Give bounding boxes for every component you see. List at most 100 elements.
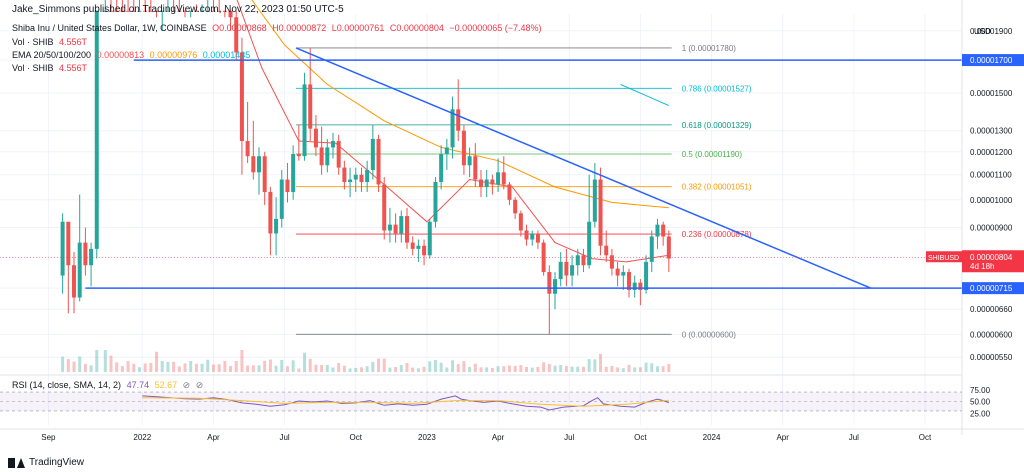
candle[interactable] <box>518 210 523 237</box>
candle[interactable] <box>621 265 626 290</box>
candle[interactable] <box>365 160 370 193</box>
candle[interactable] <box>427 218 432 259</box>
candle[interactable] <box>319 126 324 175</box>
candle[interactable] <box>205 0 210 12</box>
candle[interactable] <box>274 197 279 256</box>
candle[interactable] <box>211 0 216 12</box>
candle[interactable] <box>592 162 597 228</box>
candle[interactable] <box>655 218 660 249</box>
candle[interactable] <box>194 4 199 12</box>
candle[interactable] <box>496 158 501 193</box>
candle[interactable] <box>507 181 512 206</box>
candle[interactable] <box>336 134 341 175</box>
price-level-tag[interactable] <box>962 282 1024 295</box>
candle[interactable] <box>348 167 353 198</box>
candle[interactable] <box>126 0 131 12</box>
candle[interactable] <box>222 10 227 18</box>
candle[interactable] <box>644 255 649 294</box>
candle[interactable] <box>148 0 153 12</box>
candle[interactable] <box>535 230 540 249</box>
candle[interactable] <box>325 138 330 173</box>
footer-brand[interactable]: TradingView <box>8 457 84 468</box>
candle[interactable] <box>467 147 472 178</box>
candle[interactable] <box>94 10 99 259</box>
candle[interactable] <box>131 0 136 12</box>
legend-volume-2[interactable]: Vol · SHIB 4.556T <box>12 63 90 73</box>
candle[interactable] <box>217 0 222 12</box>
candle[interactable] <box>72 252 76 314</box>
candle[interactable] <box>456 79 461 142</box>
candle[interactable] <box>410 236 415 256</box>
candle[interactable] <box>165 0 170 12</box>
candle[interactable] <box>581 248 586 273</box>
candle[interactable] <box>649 230 654 273</box>
candle[interactable] <box>382 177 387 240</box>
candle[interactable] <box>245 101 250 163</box>
candle[interactable] <box>433 177 438 228</box>
hide-indicator-icon-2[interactable]: ⊘ <box>195 380 204 390</box>
candle[interactable] <box>234 10 239 61</box>
candle[interactable] <box>553 272 557 310</box>
candle[interactable] <box>587 174 592 269</box>
candle[interactable] <box>661 221 666 246</box>
candle[interactable] <box>479 169 483 198</box>
candle[interactable] <box>109 0 113 12</box>
candle[interactable] <box>171 0 176 12</box>
candle[interactable] <box>387 207 392 243</box>
candle[interactable] <box>632 275 637 298</box>
candle[interactable] <box>251 120 256 180</box>
candle[interactable] <box>444 138 449 170</box>
candle[interactable] <box>609 248 614 276</box>
price-level-tag[interactable] <box>962 54 1024 67</box>
candle[interactable] <box>666 230 671 273</box>
candle[interactable] <box>558 252 563 287</box>
candle[interactable] <box>399 210 404 243</box>
candle[interactable] <box>228 10 233 31</box>
candle[interactable] <box>627 268 631 298</box>
candle[interactable] <box>89 242 94 287</box>
candle[interactable] <box>66 221 71 314</box>
candle[interactable] <box>473 143 478 187</box>
candle[interactable] <box>120 0 125 12</box>
last-price-tag[interactable] <box>962 250 1024 273</box>
candle[interactable] <box>416 239 421 262</box>
candle[interactable] <box>268 186 273 256</box>
candle[interactable] <box>83 227 88 276</box>
candle[interactable] <box>405 207 409 249</box>
candle[interactable] <box>638 279 643 306</box>
candle[interactable] <box>154 10 159 18</box>
candle[interactable] <box>615 261 620 287</box>
candle[interactable] <box>342 160 347 190</box>
candle[interactable] <box>60 213 65 294</box>
candle[interactable] <box>285 162 290 203</box>
hide-indicator-icon[interactable]: ⊘ <box>182 380 191 390</box>
candle[interactable] <box>370 124 375 180</box>
candle[interactable] <box>353 167 358 193</box>
candle[interactable] <box>604 230 609 262</box>
candle[interactable] <box>183 10 187 18</box>
candle[interactable] <box>530 230 535 246</box>
candle[interactable] <box>160 10 165 31</box>
candle[interactable] <box>308 47 313 142</box>
candle[interactable] <box>393 213 398 243</box>
candle[interactable] <box>450 96 455 159</box>
candle[interactable] <box>103 0 108 12</box>
candle[interactable] <box>331 132 335 159</box>
candle[interactable] <box>302 72 307 161</box>
candle[interactable] <box>77 194 82 302</box>
candle[interactable] <box>257 147 261 195</box>
candle[interactable] <box>200 4 205 12</box>
candle[interactable] <box>359 167 364 193</box>
candle[interactable] <box>513 197 518 219</box>
candle[interactable] <box>570 255 575 287</box>
candle[interactable] <box>262 151 267 206</box>
candle[interactable] <box>296 124 301 161</box>
legend-ema[interactable]: EMA 20/50/100/200 0.00000813 0.00000976 … <box>12 50 253 60</box>
descending-trendline[interactable] <box>295 47 872 289</box>
candle[interactable] <box>137 0 142 12</box>
candle[interactable] <box>524 224 529 246</box>
rsi-legend[interactable]: RSI (14, close, SMA, 14, 2) 47.74 52.67 … <box>12 380 206 391</box>
candle[interactable] <box>291 145 296 200</box>
candle[interactable] <box>501 156 506 190</box>
